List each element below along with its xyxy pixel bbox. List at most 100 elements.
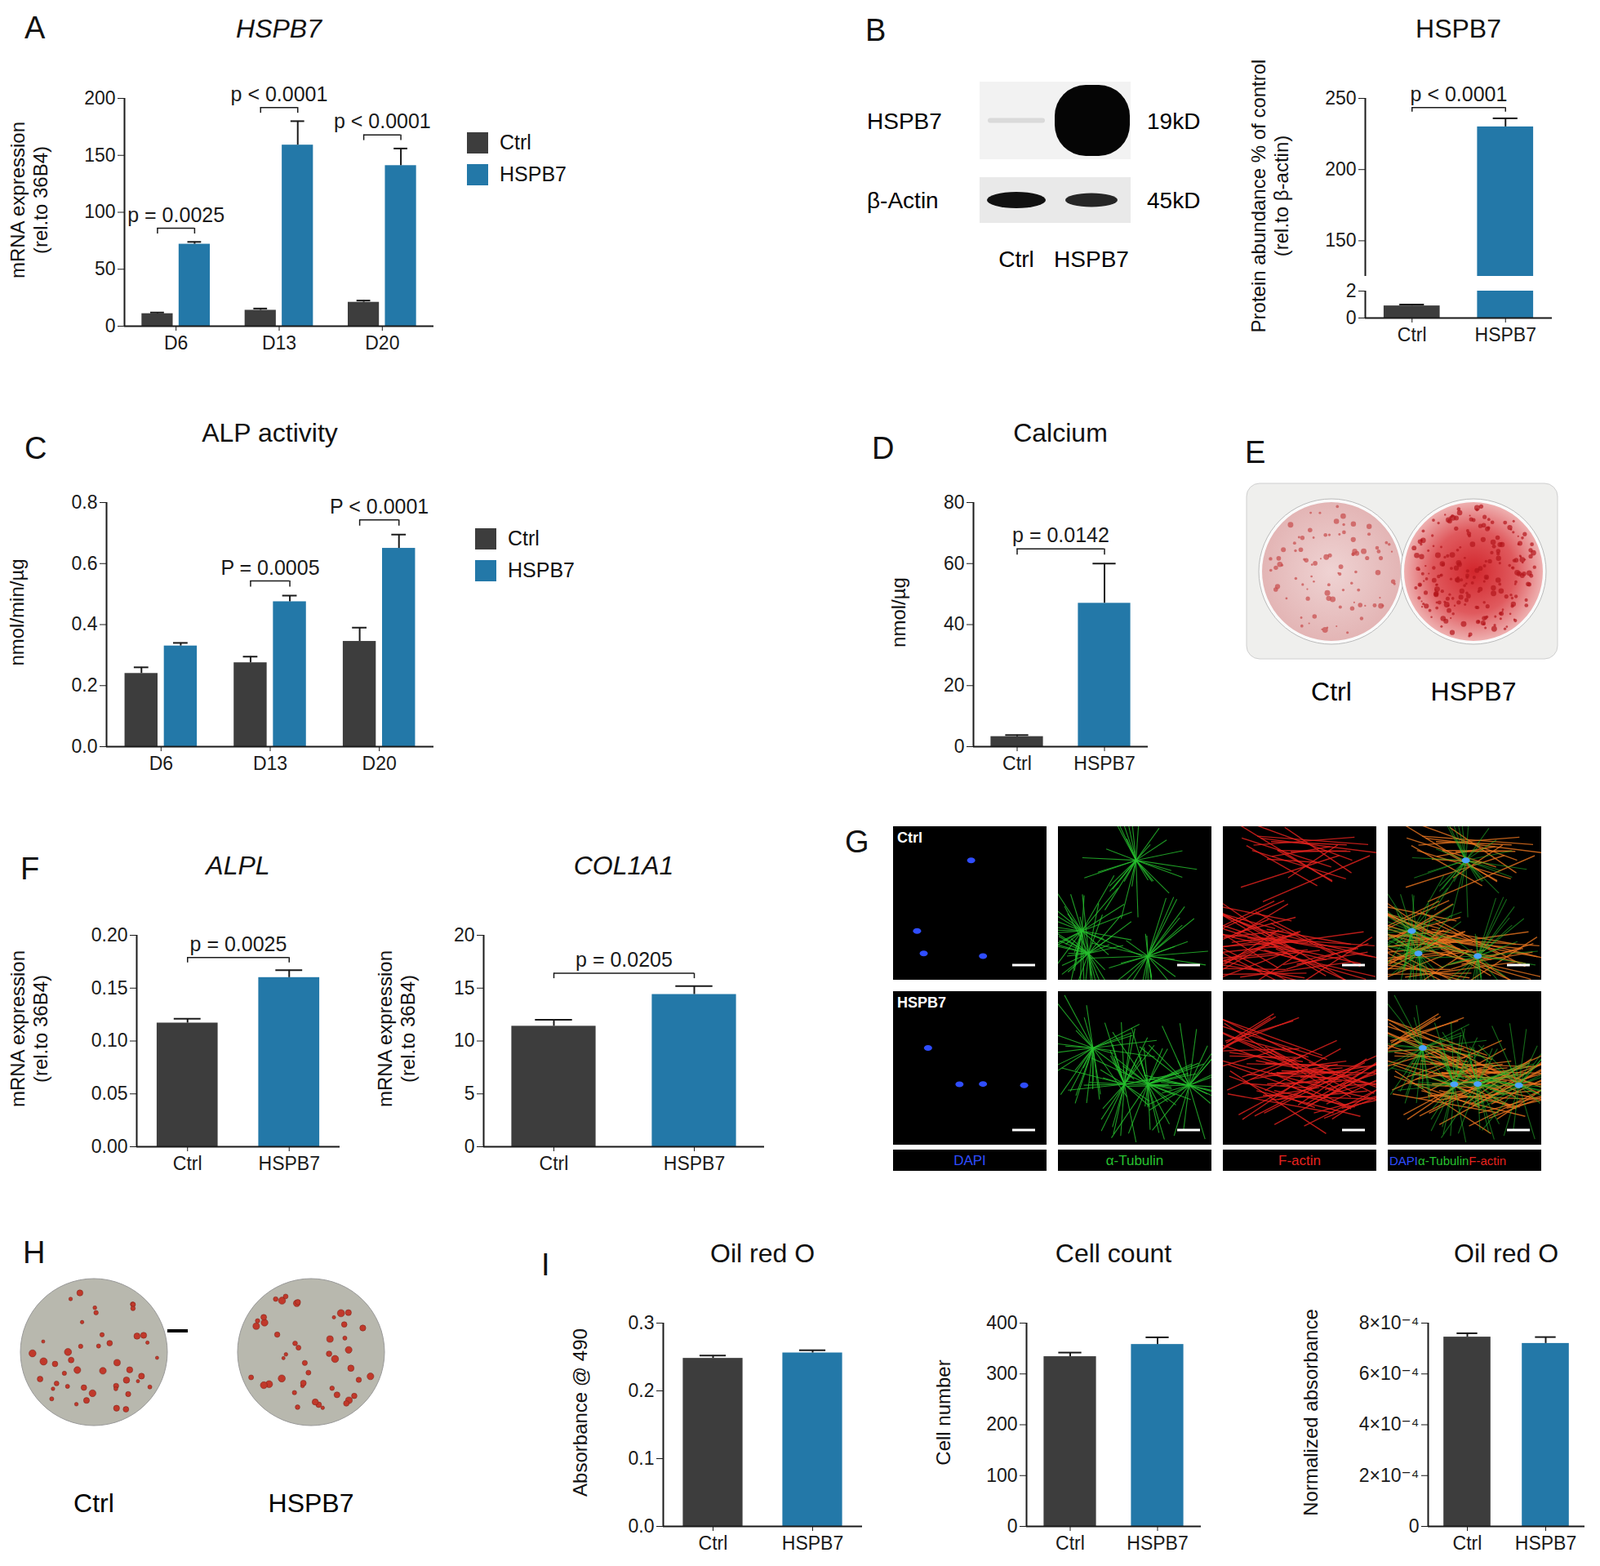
svg-text:300: 300 xyxy=(986,1362,1018,1384)
svg-text:HSPB7: HSPB7 xyxy=(1053,246,1129,272)
svg-text:Ctrl: Ctrl xyxy=(698,1532,729,1554)
svg-text:100: 100 xyxy=(84,200,116,223)
html-text:mRNA expression (rel.to 36B4): mRNA expression (rel.to 36B4) xyxy=(6,121,52,279)
svg-text:0.3: 0.3 xyxy=(628,1311,655,1334)
html-text:ALPL: ALPL xyxy=(206,850,270,880)
svg-text:D20: D20 xyxy=(364,332,400,354)
svg-text:20: 20 xyxy=(453,924,476,946)
svg-text:HSPB7: HSPB7 xyxy=(1126,1532,1188,1554)
svg-text:15: 15 xyxy=(453,977,476,999)
svg-text:HSPB7: HSPB7 xyxy=(1515,1532,1577,1554)
svg-text:Ctrl: Ctrl xyxy=(173,1152,203,1174)
svg-text:200: 200 xyxy=(986,1413,1018,1435)
svg-text:2×10⁻⁴: 2×10⁻⁴ xyxy=(1359,1464,1420,1486)
svg-text:P = 0.0005: P = 0.0005 xyxy=(220,555,320,579)
svg-text:P < 0.0001: P < 0.0001 xyxy=(329,494,429,518)
svg-text:Ctrl: Ctrl xyxy=(998,246,1035,272)
svg-text:HSPB7: HSPB7 xyxy=(1475,324,1537,346)
svg-text:0.0: 0.0 xyxy=(71,735,98,757)
svg-text:0.4: 0.4 xyxy=(71,613,98,635)
svg-text:p = 0.0205: p = 0.0205 xyxy=(575,947,673,971)
svg-text:DAPI: DAPI xyxy=(953,1152,987,1169)
svg-text:100: 100 xyxy=(986,1464,1018,1486)
svg-text:45kD: 45kD xyxy=(1146,187,1200,214)
svg-text:p < 0.0001: p < 0.0001 xyxy=(231,82,329,106)
svg-text:D6: D6 xyxy=(164,332,188,354)
svg-text:8×10⁻⁴: 8×10⁻⁴ xyxy=(1359,1311,1420,1334)
svg-text:2: 2 xyxy=(1346,280,1357,302)
svg-text:HSPB7: HSPB7 xyxy=(1431,676,1517,707)
svg-text:0: 0 xyxy=(464,1135,476,1157)
svg-text:150: 150 xyxy=(84,144,116,166)
svg-text:250: 250 xyxy=(1324,87,1356,109)
svg-text:p = 0.0142: p = 0.0142 xyxy=(1012,523,1110,547)
svg-text:0: 0 xyxy=(954,735,965,757)
svg-text:0: 0 xyxy=(1408,1515,1420,1537)
svg-text:6×10⁻⁴: 6×10⁻⁴ xyxy=(1359,1362,1420,1384)
svg-text:40: 40 xyxy=(943,613,965,635)
svg-text:p = 0.0025: p = 0.0025 xyxy=(190,932,288,956)
svg-text:0.1: 0.1 xyxy=(628,1447,655,1469)
svg-text:D13: D13 xyxy=(262,332,297,354)
svg-text:0.2: 0.2 xyxy=(628,1379,655,1401)
svg-text:10: 10 xyxy=(453,1029,476,1051)
svg-text:0.15: 0.15 xyxy=(91,977,129,999)
svg-text:50: 50 xyxy=(94,257,116,280)
svg-text:F-actin: F-actin xyxy=(1278,1152,1321,1169)
svg-text:0.05: 0.05 xyxy=(91,1082,129,1104)
svg-text:0.0: 0.0 xyxy=(628,1515,655,1537)
svg-text:5: 5 xyxy=(464,1082,476,1104)
svg-text:Ctrl: Ctrl xyxy=(1002,752,1032,774)
svg-text:Ctrl: Ctrl xyxy=(1311,676,1352,707)
svg-text:80: 80 xyxy=(943,491,965,513)
svg-text:0: 0 xyxy=(1346,306,1357,329)
svg-text:Ctrl: Ctrl xyxy=(539,1152,569,1174)
html-text:mRNA expression (rel.to 36B4): mRNA expression (rel.to 36B4) xyxy=(373,950,419,1107)
html-text:mRNA expression (rel.to 36B4): mRNA expression (rel.to 36B4) xyxy=(6,950,52,1107)
svg-text:0.10: 0.10 xyxy=(91,1029,129,1051)
svg-text:200: 200 xyxy=(84,87,116,109)
svg-text:D13: D13 xyxy=(253,752,288,774)
svg-text:DAPIα-TubulinF-actin: DAPIα-TubulinF-actin xyxy=(1389,1153,1507,1168)
svg-text:HSPB7: HSPB7 xyxy=(663,1152,725,1174)
svg-text:Ctrl: Ctrl xyxy=(897,829,923,846)
svg-text:HSPB7: HSPB7 xyxy=(782,1532,844,1554)
svg-text:Ctrl: Ctrl xyxy=(1397,324,1427,346)
svg-text:α-Tubulin: α-Tubulin xyxy=(1106,1152,1165,1169)
svg-text:0: 0 xyxy=(105,315,116,337)
svg-text:Ctrl: Ctrl xyxy=(1453,1532,1483,1554)
svg-text:200: 200 xyxy=(1324,158,1356,180)
svg-text:Ctrl: Ctrl xyxy=(1055,1532,1085,1554)
svg-text:p < 0.0001: p < 0.0001 xyxy=(1410,82,1508,106)
html-text:HSPB7: HSPB7 xyxy=(1415,13,1502,44)
svg-text:0.6: 0.6 xyxy=(71,552,98,574)
svg-text:0.2: 0.2 xyxy=(71,674,98,696)
svg-text:19kD: 19kD xyxy=(1146,108,1200,134)
svg-text:400: 400 xyxy=(986,1311,1018,1334)
svg-text:60: 60 xyxy=(943,552,965,574)
svg-text:0: 0 xyxy=(1007,1515,1018,1537)
svg-text:D20: D20 xyxy=(362,752,397,774)
svg-text:0.8: 0.8 xyxy=(71,491,98,513)
svg-text:p < 0.0001: p < 0.0001 xyxy=(333,109,432,133)
svg-text:HSPB7: HSPB7 xyxy=(866,108,943,134)
svg-text:150: 150 xyxy=(1324,229,1356,251)
svg-text:HSPB7: HSPB7 xyxy=(1073,752,1135,774)
html-text:HSPB7: HSPB7 xyxy=(235,13,322,44)
html-text:Protein abundance % of control: Protein abundance % of control (rel.to β… xyxy=(1247,59,1293,333)
svg-text:Ctrl: Ctrl xyxy=(73,1488,115,1518)
svg-text:4×10⁻⁴: 4×10⁻⁴ xyxy=(1359,1413,1420,1435)
svg-text:20: 20 xyxy=(943,674,965,696)
svg-text:D6: D6 xyxy=(149,752,174,774)
svg-text:p = 0.0025: p = 0.0025 xyxy=(127,203,225,227)
html-text:Oil red O: Oil red O xyxy=(710,1238,815,1268)
html-text:Calcium: Calcium xyxy=(1013,417,1108,448)
svg-text:HSPB7: HSPB7 xyxy=(258,1152,320,1174)
html-text:ALP activity: ALP activity xyxy=(201,417,338,448)
svg-text:0.00: 0.00 xyxy=(91,1135,129,1157)
html-text:COL1A1: COL1A1 xyxy=(573,850,674,880)
svg-text:β-Actin: β-Actin xyxy=(866,187,939,214)
svg-text:HSPB7: HSPB7 xyxy=(268,1488,355,1518)
svg-text:HSPB7: HSPB7 xyxy=(897,994,947,1011)
svg-text:0.20: 0.20 xyxy=(91,924,129,946)
